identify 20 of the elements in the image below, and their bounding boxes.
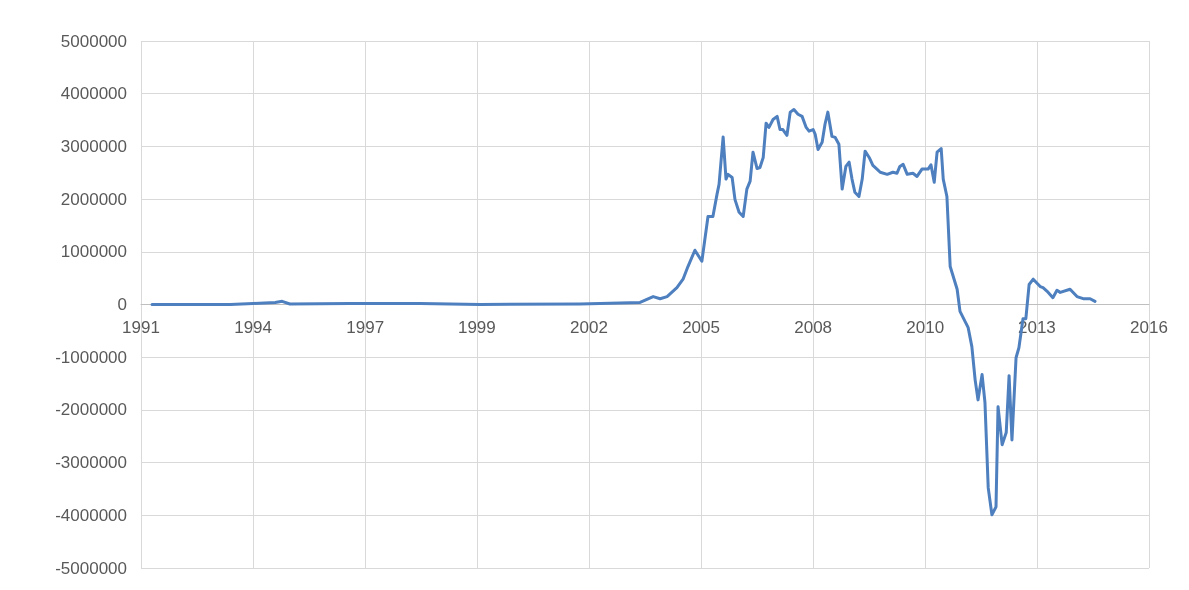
y-tick-label: -1000000 — [55, 347, 127, 367]
x-tick-label: 2005 — [682, 317, 720, 337]
x-tick-label: 2002 — [570, 317, 608, 337]
y-tick-label: 1000000 — [60, 242, 127, 262]
y-tick-label: 5000000 — [60, 31, 127, 51]
x-tick-label: 1991 — [122, 317, 160, 337]
x-tick-label: 1999 — [457, 317, 496, 337]
x-tick-label: 2008 — [794, 317, 833, 337]
x-tick-label: 2016 — [1130, 317, 1168, 337]
y-tick-label: -2000000 — [55, 400, 127, 420]
x-tick-label: 1997 — [346, 317, 385, 337]
y-tick-label: -3000000 — [55, 453, 127, 473]
y-tick-label: -4000000 — [55, 505, 127, 525]
y-tick-label: 2000000 — [60, 189, 127, 209]
x-tick-label: 1994 — [234, 317, 272, 337]
y-tick-label: 4000000 — [60, 84, 127, 104]
y-tick-label: -5000000 — [55, 558, 127, 578]
y-tick-label: 0 — [117, 295, 127, 314]
x-tick-label: 2010 — [906, 317, 945, 337]
y-tick-label: 3000000 — [60, 136, 127, 156]
